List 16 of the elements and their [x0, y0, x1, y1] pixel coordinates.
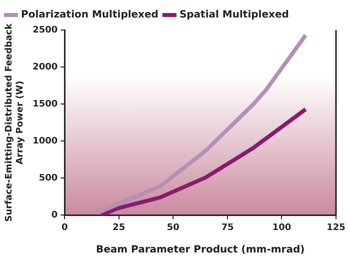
legend-label: Polarization Multiplexed: [21, 10, 158, 21]
y-tick-label: 1000: [32, 136, 58, 146]
x-tick-label: 50: [166, 222, 180, 233]
y-tick-label: 500: [38, 174, 58, 184]
y-tick-label: 2500: [32, 25, 58, 36]
x-tick-label: 75: [221, 222, 234, 233]
legend-label: Spatial Multiplexed: [179, 10, 289, 21]
y-tick-label: 2000: [32, 62, 58, 72]
x-tick-label: 25: [112, 222, 126, 233]
x-axis-title: Beam Parameter Product (mm-mrad): [96, 244, 305, 256]
x-tick-label: 125: [326, 222, 346, 233]
y-tick-label: 1500: [32, 99, 58, 110]
y-tick-label: 0: [51, 210, 58, 221]
y-axis-title: Surface-Emitting-Distributed Feedback Array Power (W): [4, 22, 26, 222]
x-tick-label: 100: [272, 222, 292, 233]
x-tick-label: 0: [62, 222, 68, 233]
